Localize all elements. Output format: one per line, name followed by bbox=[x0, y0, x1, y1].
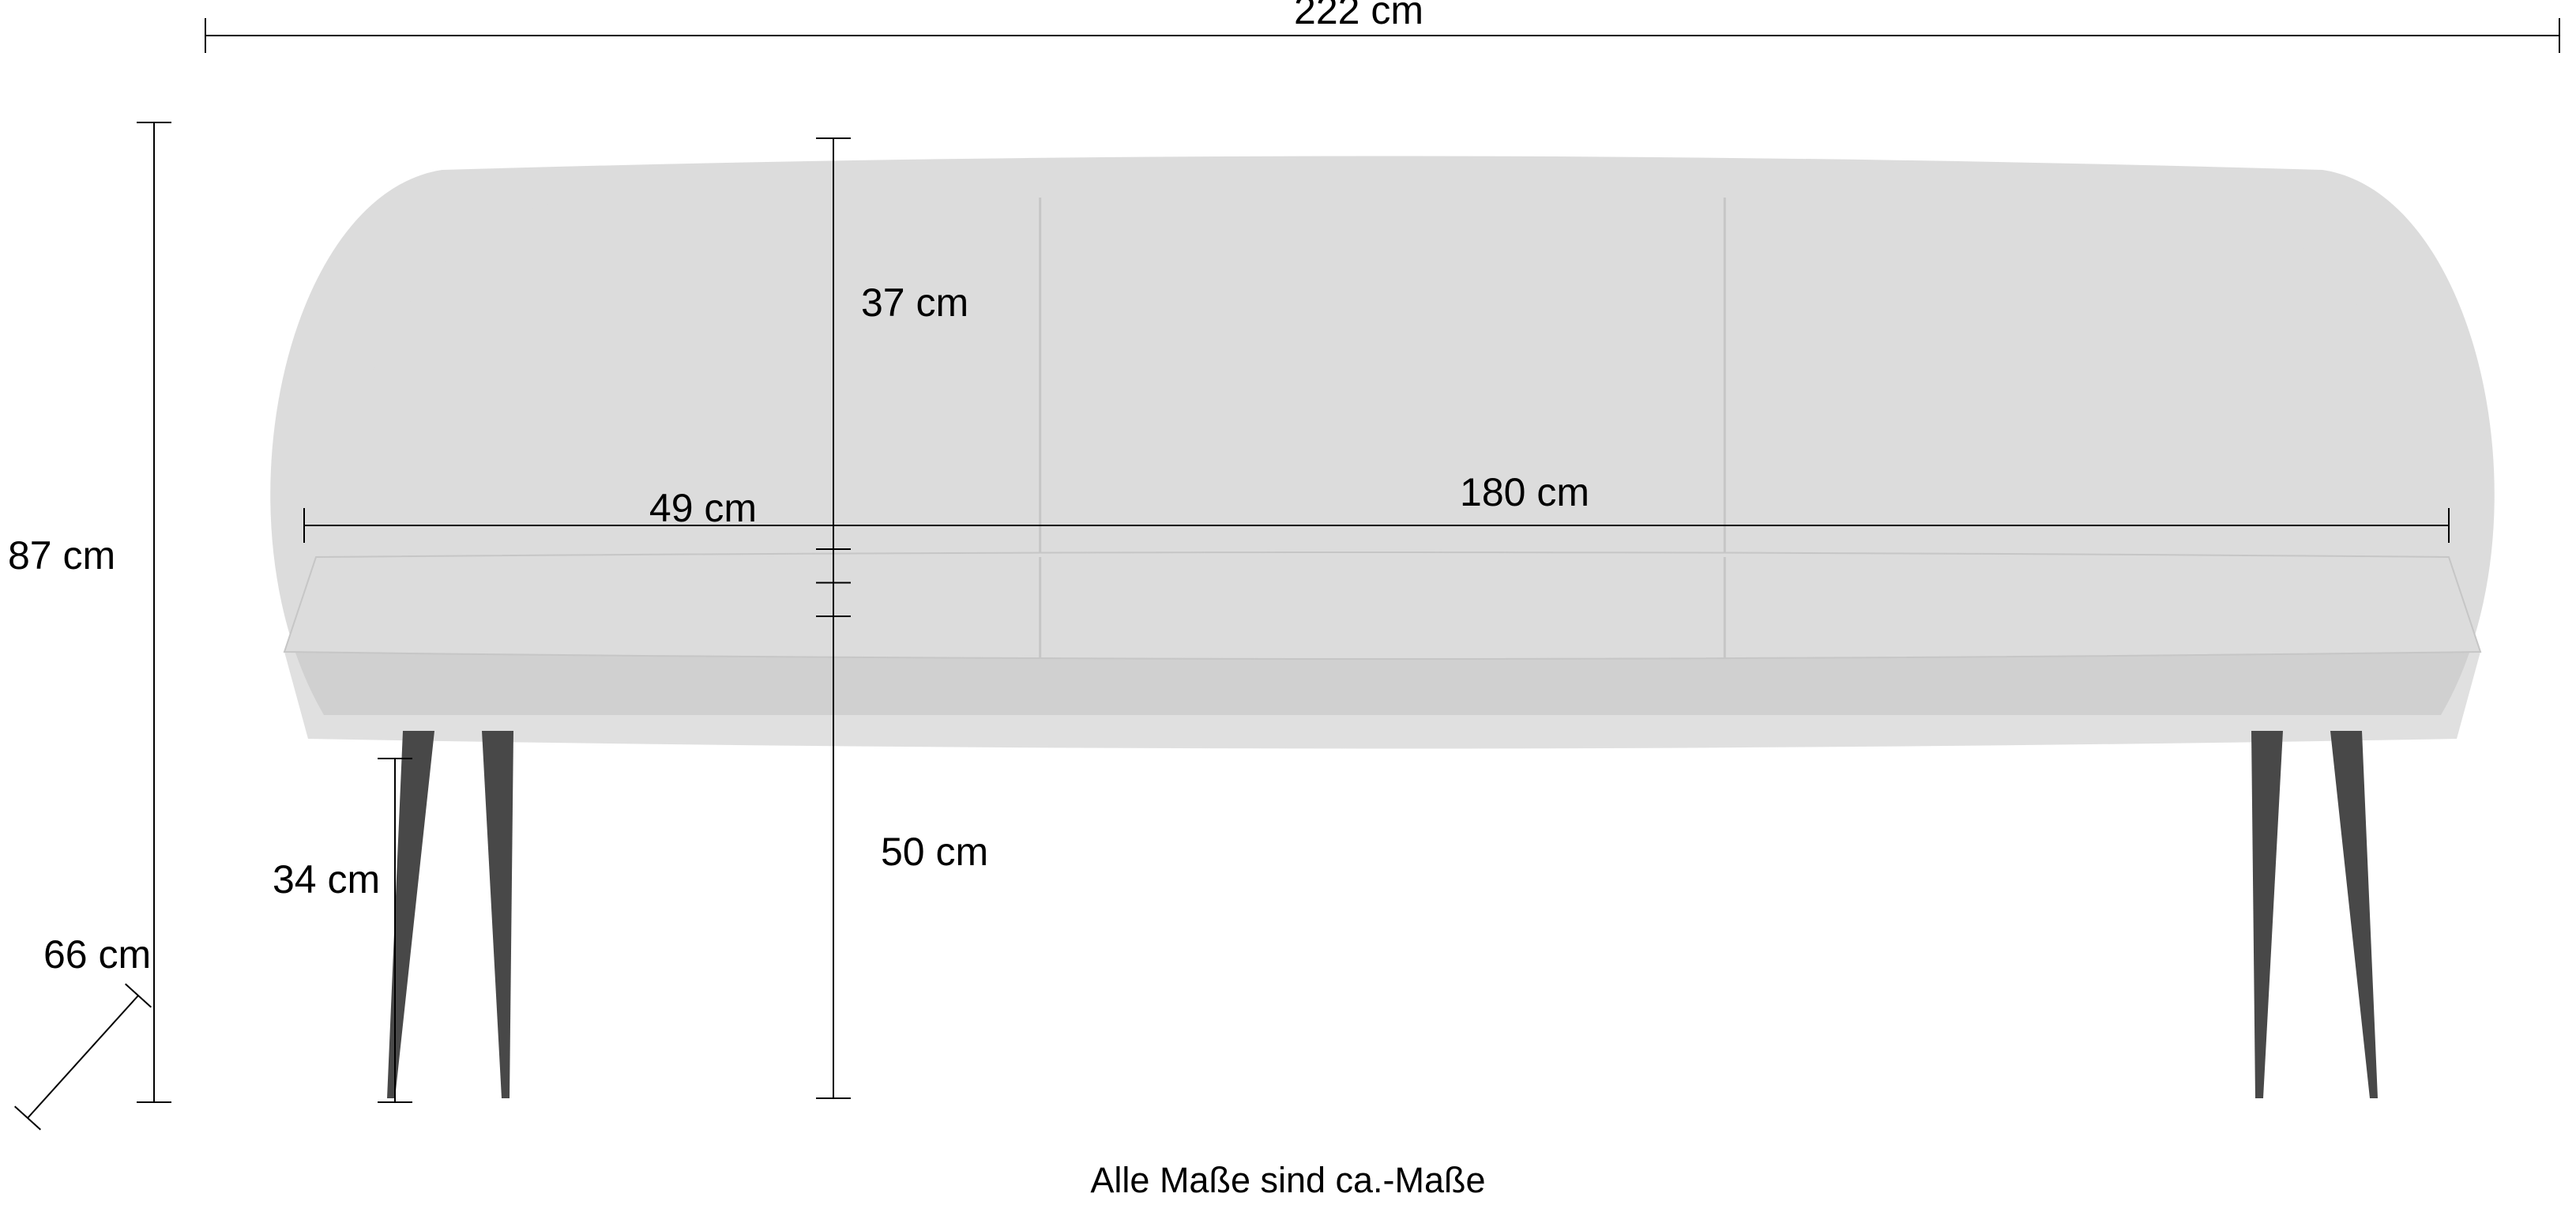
dimension-label: 50 cm bbox=[881, 830, 988, 874]
dimension-label: 87 cm bbox=[8, 533, 115, 578]
sofa-silhouette bbox=[270, 156, 2495, 1099]
sofa-leg bbox=[482, 731, 513, 1098]
dimension: 222 cm bbox=[205, 0, 2559, 53]
sofa-base bbox=[284, 652, 2480, 749]
caption: Alle Maße sind ca.-Maße bbox=[1090, 1160, 1485, 1200]
dimension: 66 cm bbox=[15, 932, 152, 1130]
dimension-label: 34 cm bbox=[273, 857, 380, 902]
sofa-seat bbox=[284, 552, 2480, 659]
sofa-leg bbox=[2251, 731, 2283, 1098]
dimension-label: 49 cm bbox=[649, 486, 757, 530]
dimension-label: 66 cm bbox=[43, 932, 151, 977]
dimension-label: 180 cm bbox=[1460, 470, 1589, 514]
sofa-leg bbox=[2330, 731, 2378, 1098]
dimension-label: 222 cm bbox=[1294, 0, 1423, 32]
dimension-label: 37 cm bbox=[861, 280, 968, 325]
